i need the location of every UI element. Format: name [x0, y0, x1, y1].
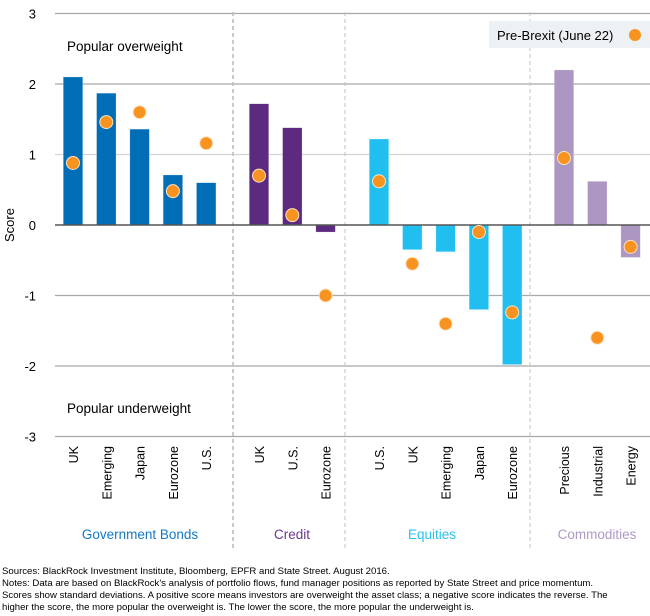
- group-labels: Government Bonds Credit Equities Commoditie…: [82, 527, 637, 542]
- x-tick-label: Emerging: [100, 446, 114, 500]
- x-tick-label: Eurozone: [506, 446, 520, 500]
- legend: Pre-Brexit (June 22): [489, 21, 650, 48]
- group-label: Equities: [408, 527, 456, 542]
- pre-brexit-dot: [557, 151, 571, 166]
- bar-commodities-industrial: [587, 181, 608, 226]
- pre-brexit-dot: [99, 115, 114, 130]
- pre-brexit-dot: [165, 184, 180, 199]
- y-tick-label: -2: [24, 359, 36, 374]
- pre-brexit-dot: [590, 330, 605, 345]
- bar-equities-uk: [402, 224, 423, 250]
- pre-brexit-dot: [623, 239, 638, 254]
- footnotes: Sources: BlackRock Investment Institute,…: [2, 566, 650, 614]
- pre-brexit-dot: [252, 168, 266, 183]
- x-tick-label: UK: [406, 445, 420, 463]
- annotation-overweight: Popular overweight: [67, 39, 183, 54]
- pre-brexit-dot: [318, 288, 333, 303]
- pre-brexit-dots: [66, 105, 638, 345]
- pre-brexit-dot: [199, 136, 214, 151]
- group-label: Government Bonds: [82, 527, 199, 542]
- x-tick-label: U.S.: [286, 446, 300, 470]
- legend-dot-marker: [629, 29, 641, 41]
- pre-brexit-dot: [285, 208, 300, 223]
- bar-equities-emerging: [435, 224, 456, 253]
- annotation-underweight: Popular underweight: [67, 401, 191, 416]
- y-axis-label: Score: [2, 208, 17, 242]
- x-tick-label: Eurozone: [167, 446, 181, 500]
- y-tick-label: -3: [24, 430, 36, 445]
- pre-brexit-dot: [405, 256, 420, 271]
- notes-line-2: Scores show standard deviations. A posit…: [2, 590, 608, 601]
- notes-line-3: higher the score, the more popular the o…: [2, 602, 474, 613]
- gridlines: [55, 12, 650, 438]
- sources-note: Sources: BlackRock Investment Institute,…: [2, 566, 390, 577]
- pre-brexit-dot: [505, 305, 520, 320]
- bar-government-bonds-japan: [129, 128, 150, 226]
- pre-brexit-dot: [438, 316, 453, 331]
- bar-commodities-precious: [554, 69, 574, 226]
- x-tick-label: U.S.: [373, 446, 387, 470]
- pre-brexit-dot: [471, 225, 486, 240]
- legend-label: Pre-Brexit (June 22): [497, 28, 613, 43]
- x-tick-label: Eurozone: [320, 446, 334, 500]
- y-tick-label: 0: [29, 218, 36, 233]
- x-tick-label: UK: [67, 445, 81, 463]
- pre-brexit-dot: [66, 155, 80, 170]
- bar-government-bonds-uk: [63, 76, 83, 226]
- x-tick-label: Japan: [134, 446, 148, 480]
- x-tick-label: Energy: [625, 445, 639, 485]
- group-label: Credit: [274, 527, 310, 542]
- bar-government-bonds-us: [196, 182, 217, 226]
- x-tick-label: U.S.: [200, 446, 214, 470]
- group-label: Commodities: [558, 527, 637, 542]
- pre-brexit-dot: [132, 105, 147, 120]
- x-tick-labels: UK Emerging Japan Eurozone U.S. UK U.S. Eurozon…: [67, 445, 639, 499]
- group-dividers: [232, 12, 531, 548]
- x-tick-label: Japan: [473, 446, 487, 480]
- bar-credit-eurozone: [315, 224, 336, 233]
- y-tick-label: 3: [29, 7, 36, 22]
- y-tick-label: 1: [29, 148, 36, 163]
- bars: [63, 69, 641, 365]
- bar-government-bonds-emerging: [96, 92, 117, 226]
- y-tick-labels: 3 2 1 0 -1 -2 -3: [24, 7, 36, 445]
- y-tick-label: 2: [29, 77, 36, 92]
- pre-brexit-dot: [372, 174, 386, 189]
- bar-government-bonds-eurozone: [162, 174, 183, 226]
- x-tick-label: Industrial: [591, 446, 605, 497]
- x-tick-label: UK: [253, 445, 267, 463]
- bar-equities-eurozone: [502, 224, 523, 365]
- x-tick-label: Emerging: [440, 446, 454, 500]
- y-tick-label: -1: [24, 289, 36, 304]
- bar-credit-uk: [249, 103, 269, 226]
- notes-line-1: Notes: Data are based on BlackRock's ana…: [2, 578, 594, 589]
- legend-background: [489, 21, 650, 48]
- x-tick-label: Precious: [558, 446, 572, 495]
